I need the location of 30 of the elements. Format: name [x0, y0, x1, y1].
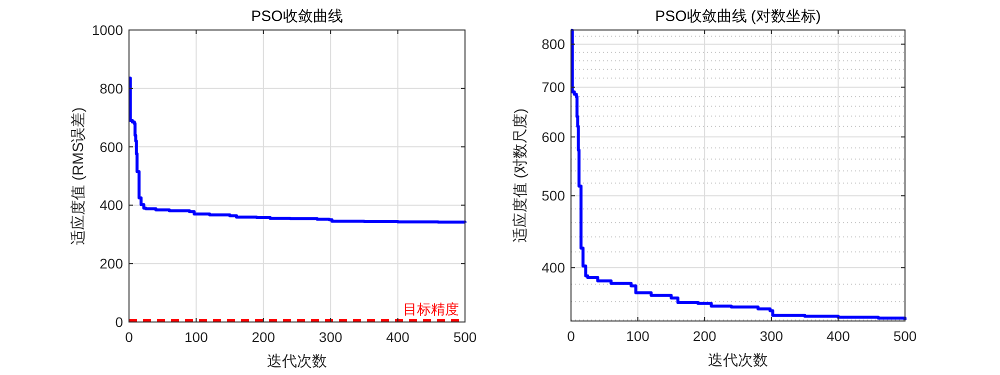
x-tick-label: 400: [826, 328, 850, 344]
x-axis-title: 迭代次数: [708, 352, 768, 369]
y-axis-title: 适应度值 (对数尺度): [512, 108, 529, 243]
y-tick-label: 600: [542, 128, 566, 145]
x-tick-label: 400: [386, 329, 410, 345]
y-tick-label: 200: [100, 256, 124, 272]
x-tick-label: 200: [252, 329, 276, 345]
chart-title: PSO收敛曲线 (对数坐标): [655, 8, 821, 25]
y-tick-label: 400: [100, 197, 124, 214]
x-tick-label: 100: [184, 329, 208, 345]
y-tick-label: 800: [542, 36, 566, 52]
x-tick-label: 0: [125, 329, 134, 345]
y-axis-title: 适应度值 (RMS误差): [70, 107, 87, 245]
y-tick-label: 400: [542, 260, 566, 276]
x-tick-label: 500: [893, 328, 917, 344]
y-tick-label: 800: [100, 80, 124, 96]
x-tick-label: 100: [626, 328, 650, 344]
chart-title: PSO收敛曲线: [251, 8, 343, 25]
x-tick-label: 500: [453, 329, 477, 345]
y-tick-label: 1000: [92, 22, 124, 38]
ref-line-label: 目标精度: [403, 301, 459, 317]
x-tick-label: 200: [692, 328, 716, 344]
x-tick-label: 0: [567, 328, 576, 344]
y-tick-label: 500: [542, 188, 566, 204]
y-tick-label: 600: [100, 138, 124, 155]
x-axis-title: 迭代次数: [267, 353, 327, 370]
x-tick-label: 300: [760, 328, 784, 344]
x-tick-label: 300: [318, 329, 342, 345]
y-tick-label: 700: [542, 79, 566, 96]
y-tick-label: 0: [115, 314, 124, 330]
